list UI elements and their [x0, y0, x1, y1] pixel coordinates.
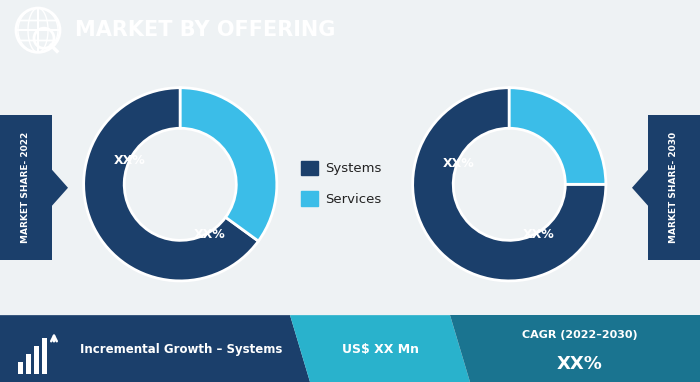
FancyBboxPatch shape [34, 346, 39, 374]
Wedge shape [181, 88, 276, 241]
Polygon shape [0, 315, 310, 382]
Text: XX%: XX% [557, 355, 603, 373]
Text: CAGR (2022–2030): CAGR (2022–2030) [522, 330, 638, 340]
Polygon shape [290, 315, 470, 382]
Text: MARKET SHARE- 2030: MARKET SHARE- 2030 [669, 132, 678, 243]
Text: XX%: XX% [522, 228, 554, 241]
Text: Incremental Growth – Systems: Incremental Growth – Systems [80, 343, 282, 356]
FancyBboxPatch shape [18, 362, 23, 374]
Text: MARKET BY OFFERING: MARKET BY OFFERING [75, 20, 335, 40]
Text: US$ XX Mn: US$ XX Mn [342, 343, 419, 356]
Wedge shape [510, 88, 606, 184]
Text: XX%: XX% [193, 228, 225, 241]
Text: XX%: XX% [443, 157, 475, 170]
Polygon shape [632, 170, 648, 206]
Polygon shape [450, 315, 700, 382]
Wedge shape [413, 88, 606, 281]
Legend: Systems, Services: Systems, Services [297, 157, 386, 210]
Text: XX%: XX% [114, 154, 146, 167]
Polygon shape [52, 170, 68, 206]
Wedge shape [84, 88, 258, 281]
FancyBboxPatch shape [648, 115, 700, 260]
FancyBboxPatch shape [0, 115, 52, 260]
Text: MARKET SHARE- 2022: MARKET SHARE- 2022 [22, 132, 31, 243]
FancyBboxPatch shape [42, 338, 47, 374]
FancyBboxPatch shape [26, 354, 31, 374]
